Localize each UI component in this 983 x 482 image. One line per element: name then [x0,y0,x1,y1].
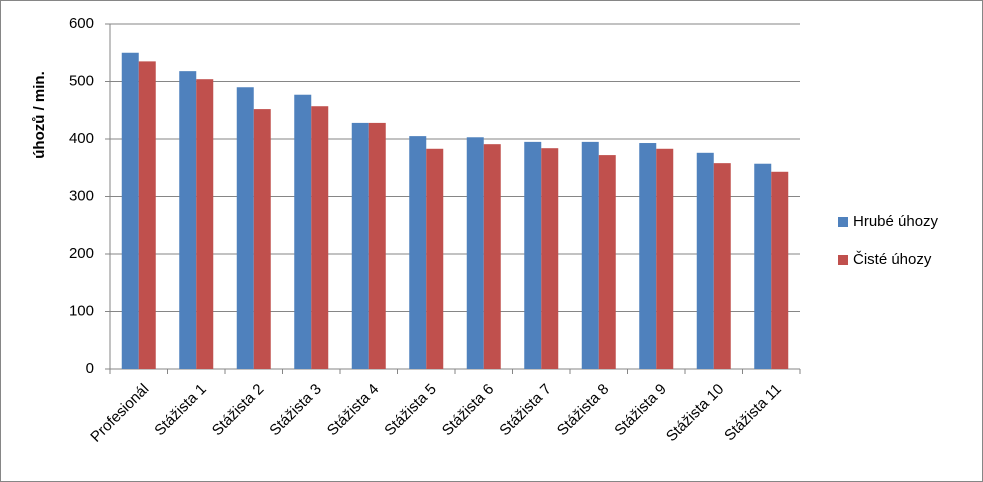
y-tick-label: 600 [69,15,94,32]
y-tick-label: 300 [69,187,94,204]
bar [368,122,386,370]
bar [656,148,674,369]
bar [294,94,312,369]
bar [138,61,156,369]
y-tick-label: 200 [69,245,94,262]
y-tick-label: 100 [69,302,94,319]
bar [196,79,214,369]
y-tick-label: 0 [86,360,94,377]
bar [639,143,657,369]
legend-swatch [838,255,848,265]
bar [598,155,616,369]
bar [524,141,542,369]
bar [409,136,427,369]
legend-label: Čisté úhozy [853,251,932,268]
bar [179,71,197,370]
legend-label: Hrubé úhozy [853,213,939,230]
bar [253,109,271,369]
bar [426,148,444,369]
y-tick-label: 400 [69,130,94,147]
y-tick-label: 500 [69,72,94,89]
bar [581,141,599,369]
bar [541,148,559,369]
bar [236,87,254,369]
bar [696,152,714,369]
bar [311,106,329,369]
bar [771,171,789,369]
bar [483,144,501,369]
legend-swatch [838,217,848,227]
y-axis-title: úhozů / min. [31,71,48,159]
bar [351,122,369,370]
bar [754,163,772,369]
bar [713,163,731,369]
bar [466,137,484,369]
bar [121,52,139,369]
